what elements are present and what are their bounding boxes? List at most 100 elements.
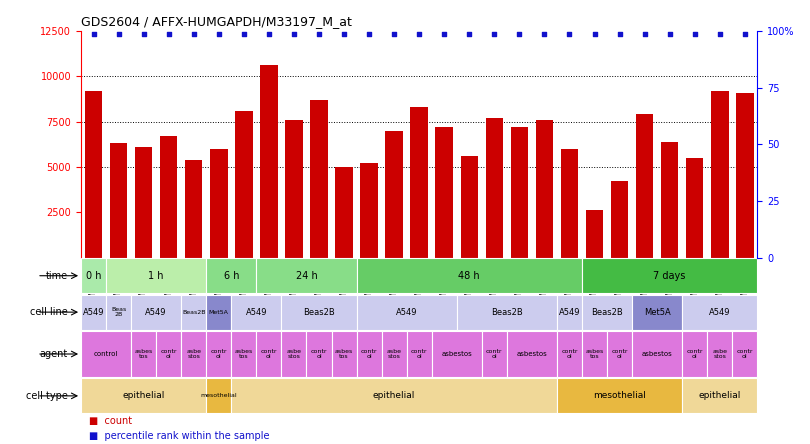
Bar (607, 331, 632, 377)
Text: contr
ol: contr ol (687, 349, 703, 359)
Text: asbe
stos: asbe stos (712, 349, 727, 359)
Text: contr
ol: contr ol (160, 349, 177, 359)
Point (212, 30, 225, 37)
Bar (210, 149, 228, 258)
Bar (356, 295, 457, 329)
Bar (310, 100, 328, 258)
Point (488, 30, 501, 37)
Point (363, 30, 376, 37)
Text: asbes
tos: asbes tos (134, 349, 153, 359)
Text: epithelial: epithelial (373, 391, 416, 400)
Bar (636, 115, 654, 258)
Point (513, 30, 526, 37)
Text: contr
ol: contr ol (486, 349, 502, 359)
Bar (707, 331, 732, 377)
Bar (285, 120, 303, 258)
Text: A549: A549 (83, 308, 104, 317)
Bar (85, 91, 102, 258)
Bar (134, 147, 152, 258)
Bar (256, 258, 356, 293)
Bar (335, 167, 353, 258)
Point (313, 30, 326, 37)
Bar (110, 143, 127, 258)
Bar (356, 258, 582, 293)
Bar (256, 331, 281, 377)
Bar (632, 295, 682, 329)
Point (288, 30, 301, 37)
Text: asbes
tos: asbes tos (586, 349, 603, 359)
Text: contr
ol: contr ol (211, 349, 227, 359)
Text: time: time (45, 271, 67, 281)
Bar (106, 295, 131, 329)
Text: epithelial: epithelial (698, 391, 741, 400)
Text: asbe
stos: asbe stos (186, 349, 201, 359)
Point (663, 30, 676, 37)
Bar (732, 331, 757, 377)
Bar (557, 295, 582, 329)
Bar (482, 331, 507, 377)
Bar (81, 258, 106, 293)
Text: contr
ol: contr ol (612, 349, 628, 359)
Text: A549: A549 (559, 308, 580, 317)
Text: 7 days: 7 days (654, 271, 686, 281)
Text: 48 h: 48 h (458, 271, 480, 281)
Bar (207, 331, 232, 377)
Bar (436, 127, 453, 258)
Bar (281, 295, 356, 329)
Text: mesothelial: mesothelial (200, 393, 237, 398)
Text: ■  percentile rank within the sample: ■ percentile rank within the sample (89, 431, 270, 440)
Bar (281, 331, 306, 377)
Bar (207, 295, 232, 329)
Text: Beas2B: Beas2B (591, 308, 623, 317)
Bar (382, 331, 407, 377)
Point (112, 30, 125, 37)
Point (463, 30, 475, 37)
Bar (682, 331, 707, 377)
Bar (131, 331, 156, 377)
Bar (582, 258, 757, 293)
Bar (360, 163, 377, 258)
Point (613, 30, 626, 37)
Bar (632, 331, 682, 377)
Text: contr
ol: contr ol (360, 349, 377, 359)
Point (137, 30, 150, 37)
Bar (407, 331, 432, 377)
Bar (131, 295, 181, 329)
Text: Met5A: Met5A (644, 308, 671, 317)
Text: mesothelial: mesothelial (593, 391, 646, 400)
Point (262, 30, 275, 37)
Bar (260, 66, 278, 258)
Bar (682, 378, 757, 413)
Bar (81, 331, 131, 377)
Bar (586, 210, 603, 258)
Text: Beas2B: Beas2B (303, 308, 335, 317)
Point (412, 30, 425, 37)
Text: contr
ol: contr ol (736, 349, 753, 359)
Text: A549: A549 (396, 308, 417, 317)
Bar (510, 127, 528, 258)
Bar (106, 258, 207, 293)
Text: GDS2604 / AFFX-HUMGAPDH/M33197_M_at: GDS2604 / AFFX-HUMGAPDH/M33197_M_at (81, 16, 352, 28)
Point (588, 30, 601, 37)
Bar (235, 111, 253, 258)
Bar (81, 378, 207, 413)
Bar (207, 258, 256, 293)
Text: contr
ol: contr ol (411, 349, 428, 359)
Bar (711, 91, 728, 258)
Text: asbes
tos: asbes tos (335, 349, 353, 359)
Point (338, 30, 351, 37)
Text: Beas
2B: Beas 2B (111, 307, 126, 317)
Text: 0 h: 0 h (86, 271, 101, 281)
Text: A549: A549 (245, 308, 267, 317)
Text: contr
ol: contr ol (561, 349, 578, 359)
Text: contr
ol: contr ol (311, 349, 327, 359)
Point (688, 30, 701, 37)
Text: 24 h: 24 h (296, 271, 318, 281)
Bar (557, 378, 682, 413)
Bar (386, 131, 403, 258)
Bar (207, 378, 232, 413)
Text: 6 h: 6 h (224, 271, 239, 281)
Point (388, 30, 401, 37)
Text: cell line: cell line (30, 307, 67, 317)
Text: asbestos: asbestos (517, 351, 548, 357)
